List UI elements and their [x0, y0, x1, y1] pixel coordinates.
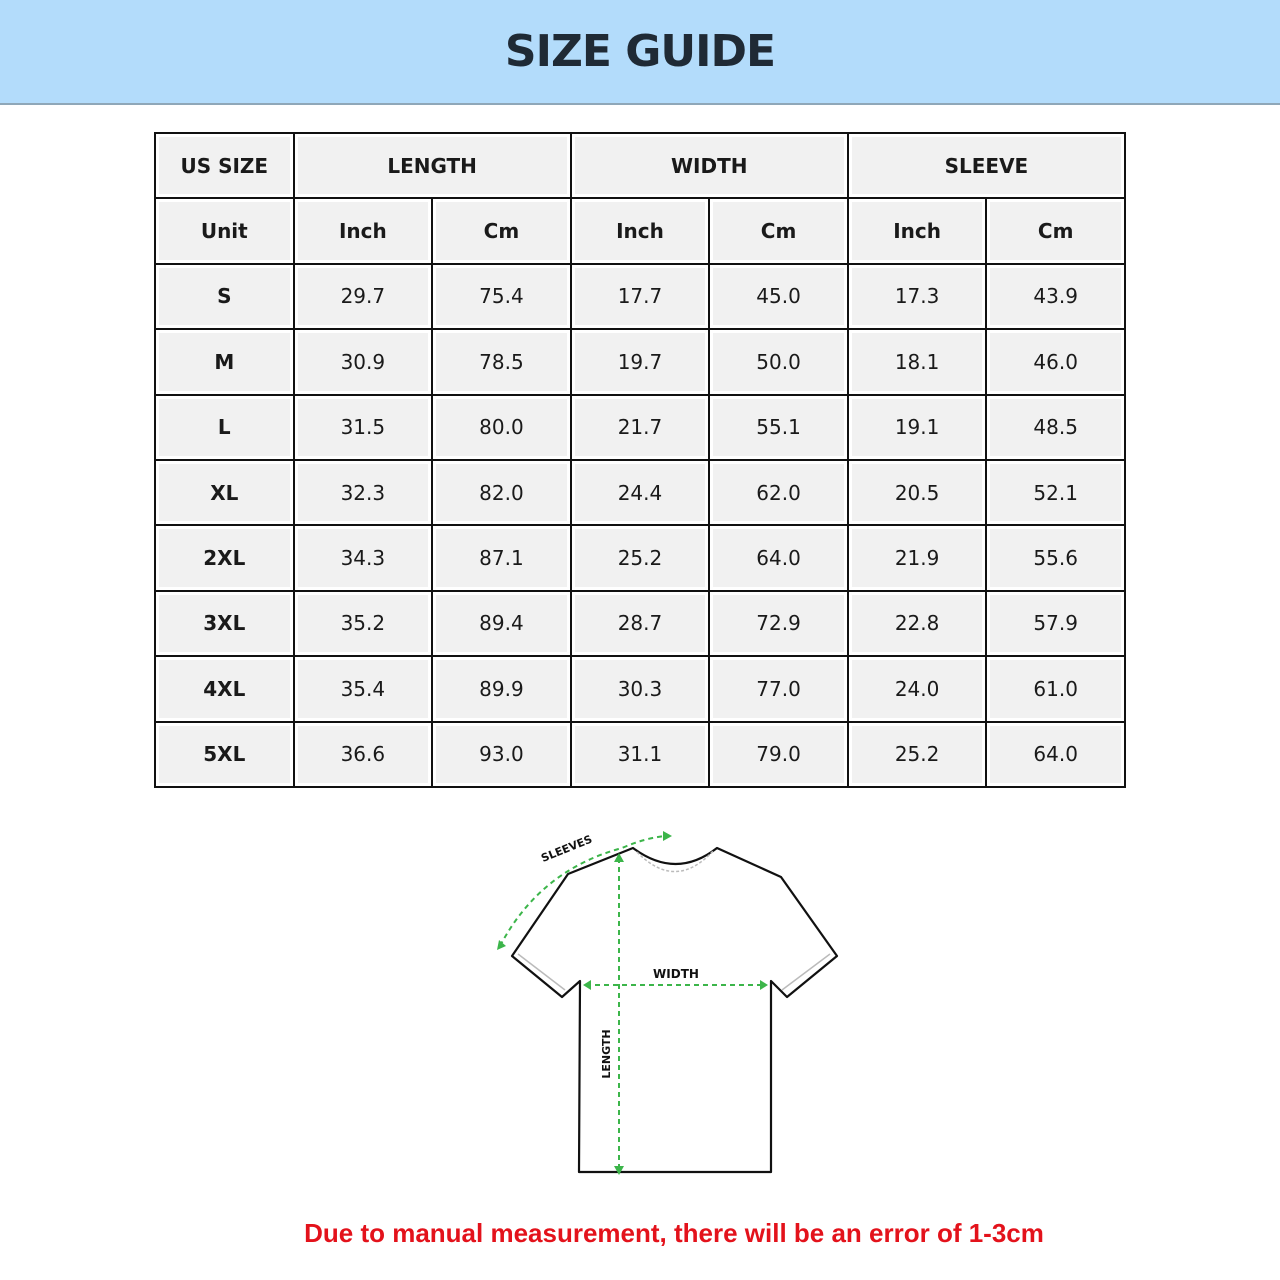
measurement-cell: 75.4	[431, 262, 572, 331]
measurement-cell: 18.1	[846, 328, 988, 396]
size-cell: 4XL	[154, 655, 295, 723]
size-table: US SIZE LENGTH WIDTH SLEEVE Unit Inch Cm…	[154, 131, 1127, 789]
measurement-cell: 30.3	[569, 655, 711, 723]
measurement-cell: 61.0	[985, 655, 1126, 723]
measurement-cell: 29.7	[292, 262, 434, 331]
page-title: SIZE GUIDE	[504, 26, 776, 77]
size-cell: 3XL	[154, 589, 295, 658]
measurement-cell: 20.5	[846, 458, 988, 527]
tshirt-outline-icon	[510, 846, 839, 1174]
measurement-cell: 93.0	[431, 720, 572, 789]
measurement-cell: 31.1	[569, 720, 711, 789]
measurement-note: Due to manual measurement, there will be…	[304, 1218, 1044, 1248]
measurement-cell: 77.0	[708, 655, 849, 723]
measurement-cell: 64.0	[708, 524, 849, 592]
measurement-cell: 43.9	[985, 262, 1126, 331]
size-cell: M	[154, 328, 295, 396]
table-row: M 30.9 78.5 19.7 50.0 18.1 46.0	[154, 328, 1126, 396]
table-row: 3XL 35.2 89.4 28.7 72.9 22.8 57.9	[154, 589, 1126, 658]
unit-cell: Cm	[431, 197, 572, 265]
size-cell: 5XL	[154, 720, 295, 789]
unit-row: Unit Inch Cm Inch Cm Inch Cm	[154, 197, 1126, 265]
table-row: S 29.7 75.4 17.7 45.0 17.3 43.9	[154, 262, 1126, 331]
unit-cell: Inch	[292, 197, 434, 265]
table-row: L 31.5 80.0 21.7 55.1 19.1 48.5	[154, 393, 1126, 461]
header-length: LENGTH	[292, 131, 572, 200]
size-cell: 2XL	[154, 524, 295, 592]
width-label: WIDTH	[653, 967, 699, 981]
measurement-cell: 79.0	[708, 720, 849, 789]
sleeves-label: SLEEVES	[539, 833, 594, 865]
unit-cell: Cm	[985, 197, 1126, 265]
measurement-cell: 72.9	[708, 589, 849, 658]
measurement-cell: 62.0	[708, 458, 849, 527]
measurement-cell: 19.1	[846, 393, 988, 461]
measurement-cell: 46.0	[985, 328, 1126, 396]
table-row: 4XL 35.4 89.9 30.3 77.0 24.0 61.0	[154, 655, 1126, 723]
measurement-cell: 17.7	[569, 262, 711, 331]
unit-cell: Inch	[569, 197, 711, 265]
measurement-cell: 48.5	[985, 393, 1126, 461]
measurement-cell: 45.0	[708, 262, 849, 331]
unit-cell: Unit	[154, 197, 295, 265]
measurement-cell: 78.5	[431, 328, 572, 396]
measurement-cell: 19.7	[569, 328, 711, 396]
measurement-cell: 25.2	[846, 720, 988, 789]
header-width: WIDTH	[569, 131, 849, 200]
measurement-cell: 24.4	[569, 458, 711, 527]
unit-cell: Cm	[708, 197, 849, 265]
size-cell: S	[154, 262, 295, 331]
unit-cell: Inch	[846, 197, 988, 265]
measurement-cell: 55.6	[985, 524, 1126, 592]
header-us-size: US SIZE	[154, 131, 295, 200]
measurement-cell: 30.9	[292, 328, 434, 396]
header-sleeve: SLEEVE	[846, 131, 1127, 200]
measurement-cell: 34.3	[292, 524, 434, 592]
measurement-cell: 22.8	[846, 589, 988, 658]
measurement-cell: 25.2	[569, 524, 711, 592]
measurement-cell: 35.2	[292, 589, 434, 658]
measurement-cell: 31.5	[292, 393, 434, 461]
measurement-cell: 21.7	[569, 393, 711, 461]
measurement-cell: 89.9	[431, 655, 572, 723]
measurement-cell: 82.0	[431, 458, 572, 527]
table-row: 2XL 34.3 87.1 25.2 64.0 21.9 55.6	[154, 524, 1126, 592]
length-label: LENGTH	[600, 1029, 613, 1078]
measurement-cell: 89.4	[431, 589, 572, 658]
measurement-cell: 55.1	[708, 393, 849, 461]
measurement-cell: 57.9	[985, 589, 1126, 658]
measurement-cell: 52.1	[985, 458, 1126, 527]
measurement-cell: 28.7	[569, 589, 711, 658]
measurement-cell: 24.0	[846, 655, 988, 723]
measurement-cell: 36.6	[292, 720, 434, 789]
measurement-cell: 64.0	[985, 720, 1126, 789]
measurement-cell: 50.0	[708, 328, 849, 396]
title-banner: SIZE GUIDE	[0, 0, 1280, 105]
measurement-cell: 17.3	[846, 262, 988, 331]
size-cell: XL	[154, 458, 295, 527]
measurement-cell: 35.4	[292, 655, 434, 723]
size-cell: L	[154, 393, 295, 461]
table-row: XL 32.3 82.0 24.4 62.0 20.5 52.1	[154, 458, 1126, 527]
group-header-row: US SIZE LENGTH WIDTH SLEEVE	[154, 131, 1127, 200]
measurement-cell: 80.0	[431, 393, 572, 461]
measurement-cell: 32.3	[292, 458, 434, 527]
table-row: 5XL 36.6 93.0 31.1 79.0 25.2 64.0	[154, 720, 1126, 789]
measurement-cell: 87.1	[431, 524, 572, 592]
measurement-cell: 21.9	[846, 524, 988, 592]
